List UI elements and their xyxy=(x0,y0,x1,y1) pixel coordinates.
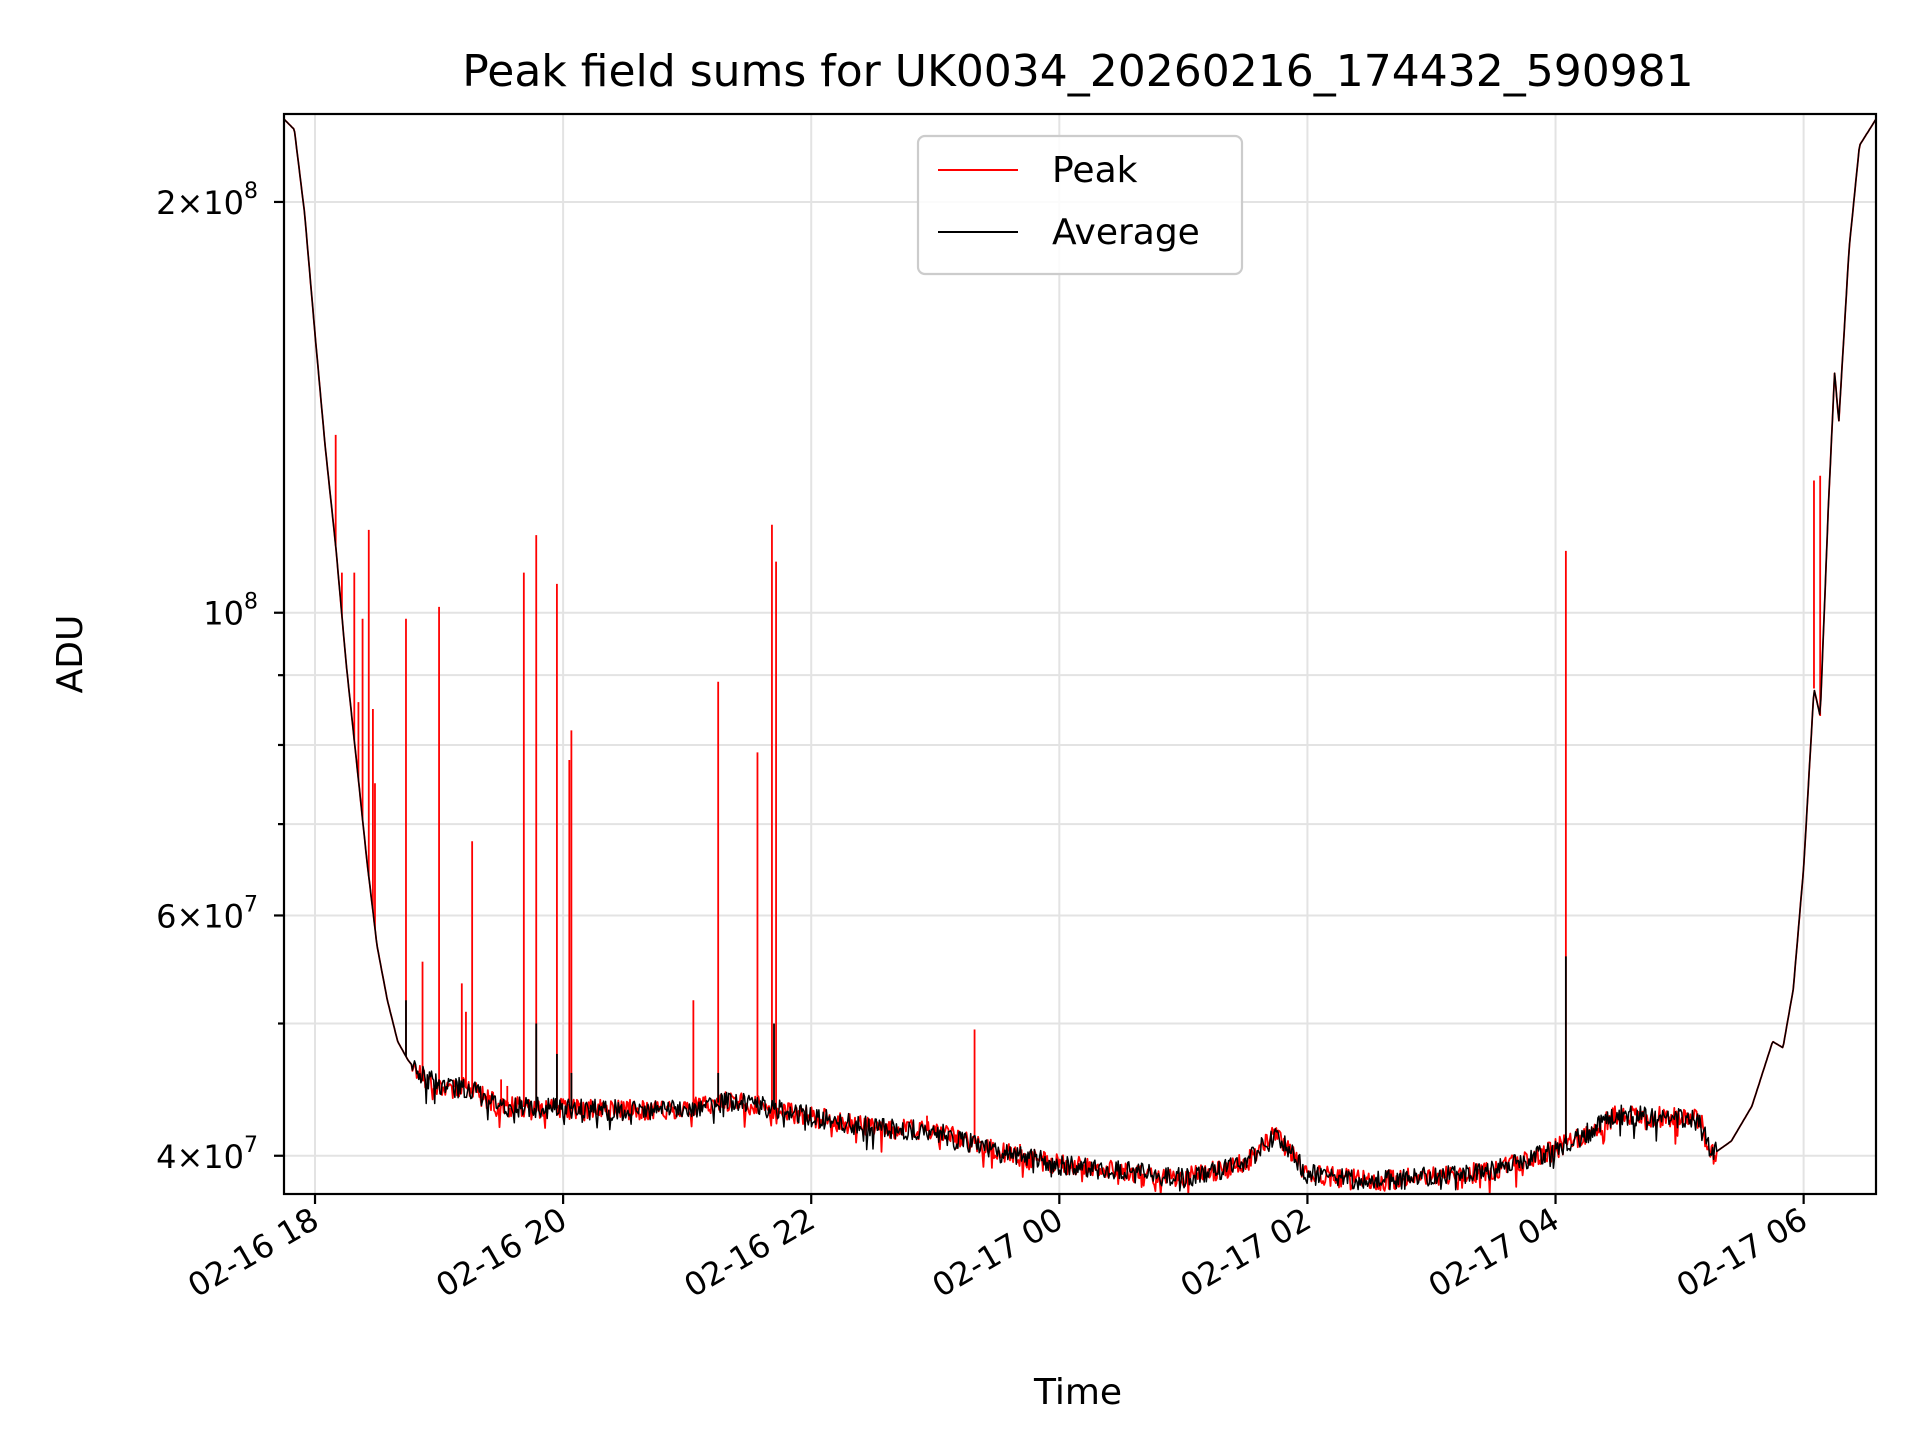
axes-frame xyxy=(282,112,1878,1196)
x-tick-label: 02-17 00 xyxy=(926,1200,1070,1305)
legend: Peak Average xyxy=(916,134,1244,276)
chart-title: Peak field sums for UK0034_20260216_1744… xyxy=(462,46,1693,97)
x-tick-label: 02-16 22 xyxy=(678,1200,822,1305)
y-axis-label: ADU xyxy=(50,615,91,694)
x-tick-label: 02-17 06 xyxy=(1670,1200,1814,1305)
plot-area xyxy=(283,118,1877,1195)
x-tick-label: 02-17 04 xyxy=(1422,1200,1566,1305)
x-tick-label: 02-16 18 xyxy=(181,1200,325,1305)
y-tick-label: 4×107 xyxy=(156,1133,258,1176)
y-tick-label: 108 xyxy=(203,590,258,633)
grid xyxy=(284,114,1876,1194)
x-tick-label: 02-17 02 xyxy=(1174,1200,1318,1305)
y-tick-label: 6×107 xyxy=(156,892,258,935)
x-tick-label: 02-16 20 xyxy=(430,1200,574,1305)
y-tick-label: 2×108 xyxy=(156,179,258,222)
y-axis: 2×108 108 6×107 4×107 xyxy=(156,179,284,1176)
legend-label-average: Average xyxy=(1052,212,1200,253)
x-axis-label: Time xyxy=(1033,1372,1122,1413)
series-line-average xyxy=(283,118,1877,1192)
series-line-peak xyxy=(283,118,1877,1195)
legend-label-peak: Peak xyxy=(1052,150,1138,191)
x-axis: 02-16 18 02-16 20 02-16 22 02-17 00 02-17 02… xyxy=(181,1194,1814,1305)
